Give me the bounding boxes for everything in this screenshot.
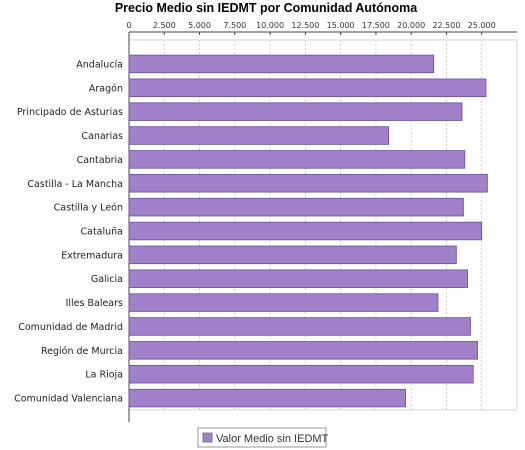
category-labels: Andalucía Aragón Principado de Asturias Can…	[14, 59, 123, 404]
category-label: Aragón	[89, 83, 123, 94]
x-tick-label: 2.500	[153, 21, 176, 30]
bar	[128, 150, 466, 169]
x-tick-label: 25.000	[468, 21, 496, 30]
bar	[128, 174, 488, 193]
category-label: Extremadura	[61, 250, 123, 261]
bar	[128, 197, 464, 217]
category-label: Castilla y León	[54, 203, 123, 214]
category-label: Galicia	[91, 274, 123, 285]
bar	[128, 269, 469, 288]
bar	[128, 293, 439, 312]
category-label: La Rioja	[85, 370, 123, 381]
bar	[128, 54, 435, 74]
bars	[128, 54, 488, 408]
category-label: Cantabria	[77, 155, 123, 166]
category-label: Principado de Asturias	[17, 107, 123, 118]
bar	[128, 102, 463, 121]
x-tick-label: 20.000	[397, 21, 425, 30]
x-tick-label: 22.500	[432, 21, 460, 30]
bar	[128, 364, 474, 384]
category-label: Comunidad de Madrid	[18, 322, 123, 333]
chart-title: Precio Medio sin IEDMT por Comunidad Aut…	[115, 1, 418, 15]
x-tick-label: 15.000	[327, 21, 355, 30]
x-tick-label: 7.500	[223, 21, 246, 30]
bar	[128, 317, 471, 336]
category-label: Canarias	[81, 131, 123, 142]
bar	[128, 245, 457, 265]
x-tick-label: 17.500	[362, 21, 390, 30]
category-label: Andalucía	[76, 59, 123, 70]
bar	[128, 78, 487, 98]
x-tick-label: 12.500	[291, 21, 319, 30]
bar	[128, 126, 390, 145]
category-label: Región de Murcia	[41, 346, 123, 357]
x-tick-label: 10.000	[256, 21, 284, 30]
category-label: Cataluña	[80, 227, 123, 238]
x-tick-label: 0	[126, 21, 131, 30]
legend-swatch	[202, 432, 213, 443]
bar	[128, 341, 478, 360]
legend-frame	[197, 427, 327, 448]
category-label: Comunidad Valenciana	[14, 394, 123, 405]
category-label: Illes Balears	[66, 298, 123, 309]
x-tick-label: 5.000	[188, 21, 211, 30]
bar	[128, 388, 406, 408]
legend: Valor Medio sin IEDMT	[197, 427, 329, 448]
x-axis: 0 2.500 5.000 7.500 10.000 12.500 15.000 17.500…	[126, 21, 517, 422]
legend-label: Valor Medio sin IEDMT	[216, 433, 329, 445]
bar	[128, 221, 483, 241]
category-label: Castilla - La Mancha	[27, 179, 123, 190]
